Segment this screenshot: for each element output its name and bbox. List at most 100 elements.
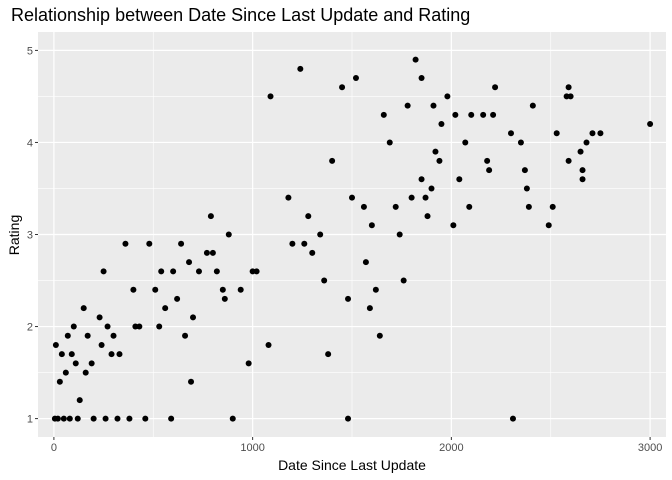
data-point	[142, 416, 148, 422]
data-point	[566, 84, 572, 90]
y-axis-title: Rating	[6, 215, 22, 255]
data-point	[589, 130, 595, 136]
x-tick-label: 0	[51, 442, 57, 454]
data-point	[329, 158, 335, 164]
data-point	[425, 213, 431, 219]
data-point	[105, 324, 111, 330]
data-point	[401, 278, 407, 284]
y-axis-ticks: 1 2 3 4 5	[27, 45, 38, 425]
data-point	[158, 268, 164, 274]
data-point	[146, 241, 152, 247]
data-point	[162, 305, 168, 311]
data-point	[268, 93, 274, 99]
data-point	[114, 416, 120, 422]
data-point	[490, 112, 496, 118]
data-point	[285, 195, 291, 201]
data-point	[246, 360, 252, 366]
chart-title: Relationship between Date Since Last Upd…	[11, 5, 470, 25]
data-point	[510, 416, 516, 422]
data-point	[353, 75, 359, 81]
data-point	[317, 232, 323, 238]
data-point	[405, 103, 411, 109]
data-point	[413, 57, 419, 63]
data-point	[393, 204, 399, 210]
data-point	[468, 112, 474, 118]
data-point	[101, 268, 107, 274]
data-point	[156, 324, 162, 330]
data-point	[132, 324, 138, 330]
data-point	[170, 268, 176, 274]
data-point	[387, 139, 393, 145]
data-point	[345, 296, 351, 302]
data-point	[438, 121, 444, 127]
data-point	[647, 121, 653, 127]
y-tick-label: 1	[27, 414, 33, 426]
data-point	[428, 185, 434, 191]
data-point	[67, 416, 73, 422]
data-point	[81, 305, 87, 311]
data-point	[83, 370, 89, 376]
data-point	[462, 139, 468, 145]
y-tick-label: 2	[27, 322, 33, 334]
data-point	[186, 259, 192, 265]
data-point	[188, 379, 194, 385]
data-point	[130, 287, 136, 293]
data-point	[222, 296, 228, 302]
data-point	[530, 103, 536, 109]
data-point	[546, 222, 552, 228]
data-point	[57, 379, 63, 385]
data-point	[486, 167, 492, 173]
data-point	[369, 222, 375, 228]
data-point	[182, 333, 188, 339]
x-tick-label: 3000	[638, 442, 662, 454]
data-point	[63, 370, 69, 376]
y-tick-label: 3	[27, 230, 33, 242]
data-point	[75, 416, 81, 422]
data-point	[381, 112, 387, 118]
data-point	[397, 232, 403, 238]
data-point	[419, 75, 425, 81]
data-point	[238, 287, 244, 293]
data-point	[363, 259, 369, 265]
data-point	[210, 250, 216, 256]
data-point	[321, 278, 327, 284]
data-point	[419, 176, 425, 182]
data-point	[77, 397, 83, 403]
data-point	[152, 287, 158, 293]
data-point	[367, 305, 373, 311]
data-point	[289, 241, 295, 247]
data-point	[597, 130, 603, 136]
data-point	[65, 333, 71, 339]
data-point	[174, 296, 180, 302]
data-point	[196, 268, 202, 274]
y-tick-label: 4	[27, 137, 33, 149]
data-point	[492, 84, 498, 90]
data-point	[122, 241, 128, 247]
y-tick-label: 5	[27, 45, 33, 57]
data-point	[168, 416, 174, 422]
data-point	[518, 139, 524, 145]
data-point	[484, 158, 490, 164]
data-point	[508, 130, 514, 136]
data-point	[214, 268, 220, 274]
data-point	[566, 158, 572, 164]
data-point	[377, 333, 383, 339]
data-point	[109, 351, 115, 357]
data-point	[208, 213, 214, 219]
data-point	[297, 66, 303, 72]
data-point	[580, 176, 586, 182]
data-point	[349, 195, 355, 201]
data-point	[126, 416, 132, 422]
data-point	[550, 204, 556, 210]
data-point	[430, 103, 436, 109]
data-point	[325, 351, 331, 357]
data-point	[301, 241, 307, 247]
data-point	[73, 360, 79, 366]
data-point	[345, 416, 351, 422]
x-tick-label: 1000	[240, 442, 264, 454]
data-point	[584, 139, 590, 145]
data-point	[423, 195, 429, 201]
data-point	[432, 149, 438, 155]
data-point	[554, 130, 560, 136]
